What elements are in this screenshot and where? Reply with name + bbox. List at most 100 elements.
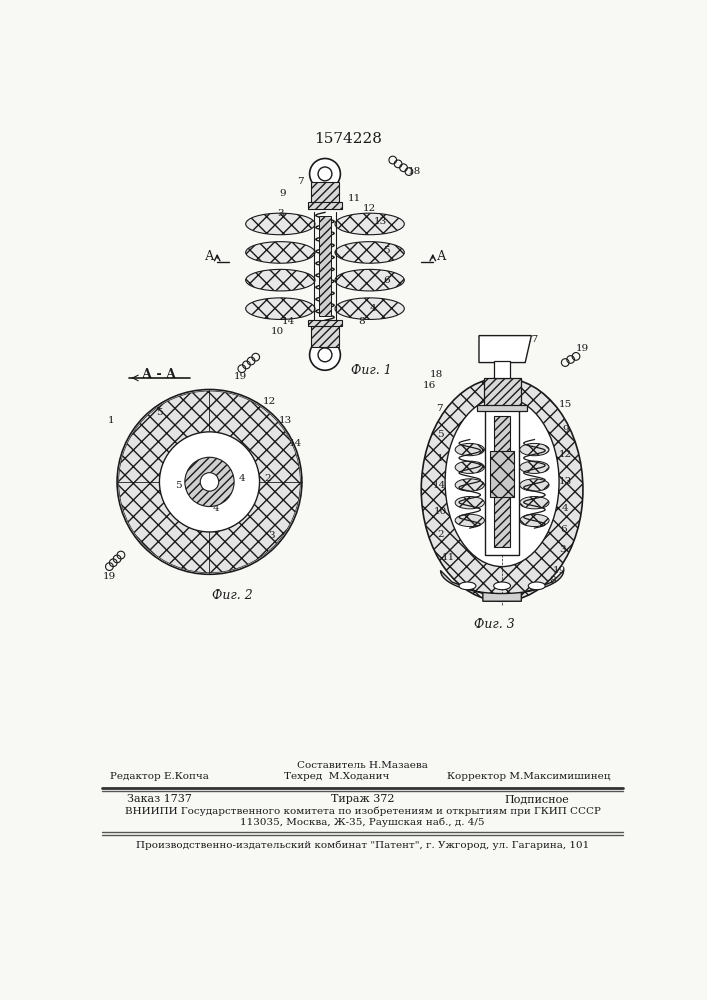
Circle shape (185, 457, 234, 507)
Text: 6: 6 (561, 525, 567, 534)
Text: 10: 10 (271, 327, 284, 336)
Text: 5: 5 (175, 481, 182, 490)
Circle shape (318, 167, 332, 181)
Text: 9: 9 (279, 189, 286, 198)
Text: Составитель Н.Мазаева: Составитель Н.Мазаева (297, 761, 428, 770)
Text: 10: 10 (434, 507, 447, 516)
Circle shape (117, 389, 302, 574)
Ellipse shape (335, 242, 404, 263)
Text: 9: 9 (562, 425, 568, 434)
Text: 3: 3 (268, 531, 274, 540)
Text: 3: 3 (277, 209, 284, 218)
Text: 12: 12 (263, 397, 276, 406)
Circle shape (160, 432, 259, 532)
Text: 7: 7 (297, 177, 304, 186)
Circle shape (200, 473, 218, 491)
Text: 19: 19 (553, 566, 566, 575)
Bar (311, 182, 339, 205)
Text: 12: 12 (559, 450, 572, 459)
Text: Подписное: Подписное (504, 794, 569, 804)
Polygon shape (479, 336, 532, 363)
Ellipse shape (335, 213, 404, 235)
Ellipse shape (246, 269, 315, 291)
Text: 14: 14 (289, 439, 303, 448)
Text: 15: 15 (559, 400, 572, 409)
Bar (319, 216, 331, 316)
Text: Заказ 1737: Заказ 1737 (127, 794, 192, 804)
Circle shape (310, 158, 340, 189)
Ellipse shape (246, 298, 315, 319)
Ellipse shape (455, 461, 484, 473)
Text: 113035, Москва, Ж-35, Раушская наб., д. 4/5: 113035, Москва, Ж-35, Раушская наб., д. … (240, 817, 485, 827)
Text: Производственно-издательский комбинат "Патент", г. Ужгород, ул. Гагарина, 101: Производственно-издательский комбинат "П… (136, 841, 590, 850)
Text: 13: 13 (559, 477, 572, 486)
Ellipse shape (335, 269, 404, 291)
Text: 13: 13 (279, 416, 291, 425)
Text: А - А: А - А (142, 368, 177, 381)
Text: 7: 7 (436, 404, 443, 413)
Text: 14: 14 (432, 481, 445, 490)
Text: 1: 1 (325, 162, 332, 171)
Bar (494, 416, 510, 547)
Text: 19: 19 (103, 572, 116, 581)
Text: 11: 11 (348, 194, 361, 203)
Text: 5: 5 (437, 430, 444, 439)
Bar (490, 451, 515, 497)
Ellipse shape (520, 443, 549, 456)
Bar (485, 409, 519, 555)
Bar (477, 405, 527, 411)
Text: Корректор М.Максимишинец: Корректор М.Максимишинец (448, 772, 611, 781)
Text: Тираж 372: Тираж 372 (331, 794, 395, 804)
Text: 14: 14 (281, 317, 295, 326)
Ellipse shape (520, 514, 549, 527)
Ellipse shape (335, 298, 404, 319)
Text: 11: 11 (442, 553, 455, 562)
Ellipse shape (246, 242, 315, 263)
Text: А: А (205, 250, 214, 263)
Text: ВНИИПИ Государственного комитета по изобретениям и открытиям при ГКИП СССР: ВНИИПИ Государственного комитета по изоб… (124, 807, 601, 816)
Text: 5: 5 (383, 246, 390, 255)
Text: 1574228: 1574228 (314, 132, 382, 146)
Text: 8: 8 (549, 576, 556, 585)
Text: 16: 16 (422, 381, 436, 390)
Circle shape (318, 348, 332, 362)
Ellipse shape (520, 461, 549, 473)
Bar (308, 202, 342, 209)
Text: 19: 19 (234, 372, 247, 381)
Bar (484, 378, 520, 409)
Text: Редактор Е.Копча: Редактор Е.Копча (110, 772, 209, 781)
Circle shape (310, 339, 340, 370)
Bar (494, 361, 510, 378)
Text: 5: 5 (156, 408, 163, 417)
Text: 2: 2 (437, 530, 444, 539)
Text: 2: 2 (325, 337, 332, 346)
Text: 4: 4 (562, 504, 568, 513)
Ellipse shape (520, 479, 549, 491)
Text: 12: 12 (363, 204, 376, 213)
Text: 4: 4 (238, 474, 245, 483)
Ellipse shape (455, 497, 484, 509)
Text: 19: 19 (575, 344, 589, 353)
Text: 13: 13 (374, 217, 387, 226)
Text: 4: 4 (212, 504, 219, 513)
Circle shape (119, 391, 300, 573)
Text: 18: 18 (430, 370, 443, 379)
Text: Фиг. 1: Фиг. 1 (351, 364, 392, 377)
Text: 4: 4 (370, 304, 376, 313)
Text: Техред  М.Ходанич: Техред М.Ходанич (284, 772, 390, 781)
Polygon shape (440, 570, 563, 601)
Text: 18: 18 (408, 167, 421, 176)
Ellipse shape (421, 378, 583, 601)
Text: 3: 3 (559, 545, 566, 554)
Text: 17: 17 (526, 335, 539, 344)
Ellipse shape (459, 582, 476, 590)
Text: Фиг. 3: Фиг. 3 (474, 618, 515, 631)
Ellipse shape (528, 582, 545, 590)
Text: 2: 2 (264, 474, 271, 483)
Text: 6: 6 (383, 276, 390, 285)
Text: 1: 1 (437, 454, 444, 463)
Ellipse shape (455, 443, 484, 456)
Ellipse shape (246, 213, 315, 235)
Ellipse shape (493, 582, 510, 590)
Bar (311, 324, 339, 347)
